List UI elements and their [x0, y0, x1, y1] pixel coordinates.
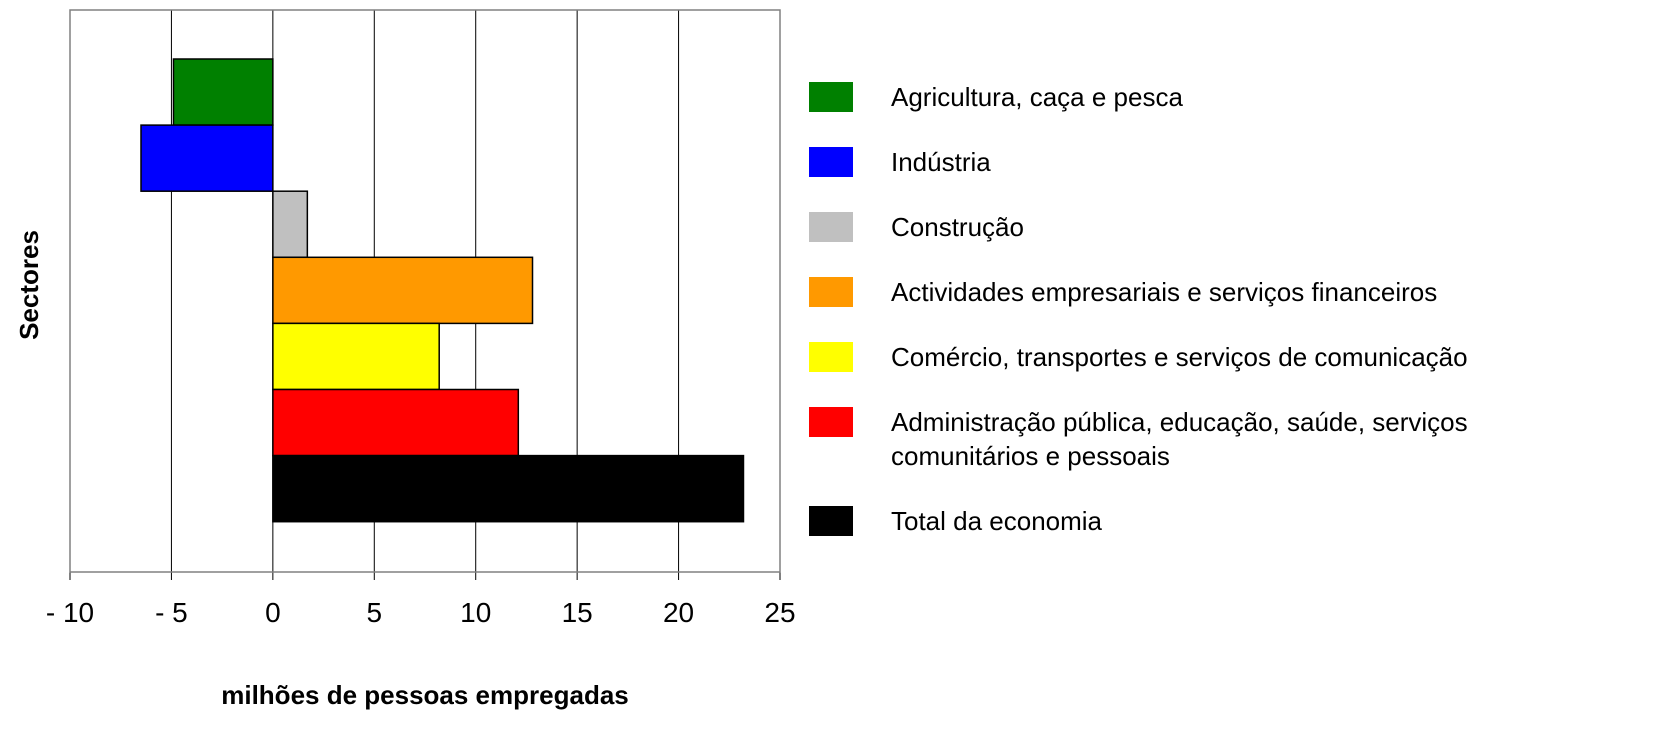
legend-item: Construção: [809, 210, 1668, 275]
legend-swatch: [809, 82, 853, 112]
legend-label: Comércio, transportes e serviços de comu…: [891, 342, 1468, 372]
legend-label: Actividades empresariais e serviços fina…: [891, 277, 1438, 307]
bar: [272, 256, 534, 325]
legend-item: Agricultura, caça e pesca: [809, 80, 1668, 145]
bar: [272, 322, 440, 391]
legend-label: Construção: [891, 212, 1024, 242]
x-tick-label: 25: [764, 597, 795, 628]
bar: [140, 124, 274, 192]
y-axis-title: Sectores: [14, 230, 44, 340]
bar: [172, 58, 274, 126]
x-tick-label: - 5: [155, 597, 188, 628]
legend-item: Indústria: [809, 145, 1668, 210]
x-tick-label: 5: [366, 597, 382, 628]
x-tick-label: - 10: [46, 597, 94, 628]
legend: Agricultura, caça e pesca Indústria Constr…: [809, 80, 1668, 569]
legend-item: Administração pública, educação, saúde, …: [809, 405, 1668, 504]
legend-swatch: [809, 407, 853, 437]
x-tick-label: 20: [663, 597, 694, 628]
legend-item: Total da economia: [809, 504, 1668, 569]
legend-swatch: [809, 147, 853, 177]
bar: [272, 388, 520, 457]
legend-swatch: [809, 342, 853, 372]
plot-frame: [69, 9, 781, 573]
legend-swatch: [809, 277, 853, 307]
x-tick-label: 15: [562, 597, 593, 628]
legend-label: Administração pública, educação, saúde, …: [891, 407, 1468, 471]
x-tick-label: 0: [265, 597, 281, 628]
legend-label: Indústria: [891, 147, 991, 177]
bar: [272, 190, 309, 259]
legend-swatch: [809, 212, 853, 242]
x-tick-label: 10: [460, 597, 491, 628]
legend-label: Total da economia: [891, 506, 1103, 536]
legend-label: Agricultura, caça e pesca: [891, 82, 1183, 112]
bar: [272, 454, 745, 523]
x-axis-title: milhões de pessoas empregadas: [221, 680, 629, 710]
legend-swatch: [809, 506, 853, 536]
legend-item: Comércio, transportes e serviços de comu…: [809, 340, 1668, 405]
legend-item: Actividades empresariais e serviços fina…: [809, 275, 1668, 340]
